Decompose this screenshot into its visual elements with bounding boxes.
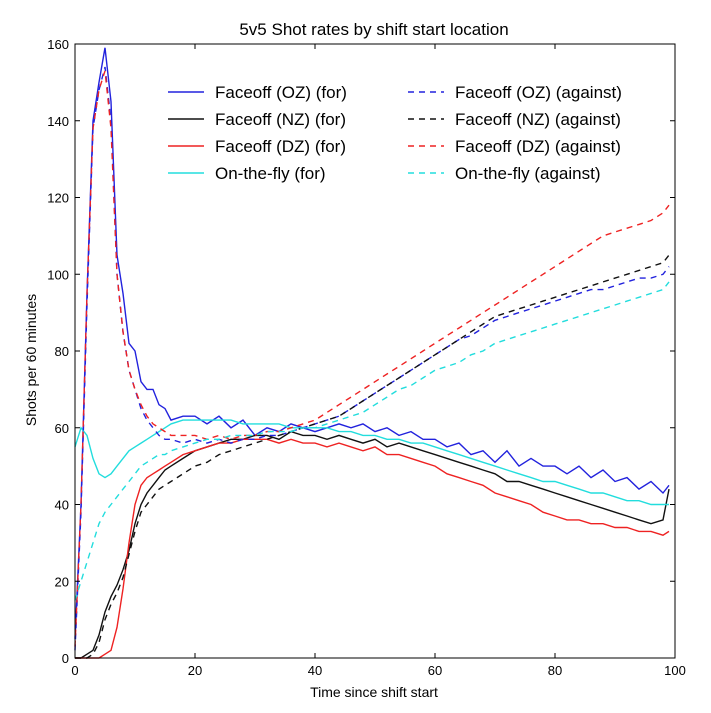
- series-line-1: [75, 430, 670, 659]
- series-line-5: [75, 254, 670, 659]
- x-tick-label: 80: [548, 663, 562, 678]
- x-tick-label: 60: [428, 663, 442, 678]
- y-tick-label: 80: [55, 344, 69, 359]
- y-tick-label: 40: [55, 498, 69, 513]
- plot-area: [74, 47, 670, 659]
- legend-label: On-the-fly (for): [215, 164, 326, 183]
- y-tick-label: 20: [55, 574, 69, 589]
- legend-label: Faceoff (NZ) (against): [455, 110, 621, 129]
- legend-label: Faceoff (DZ) (for): [215, 137, 346, 156]
- x-tick-label: 20: [188, 663, 202, 678]
- x-axis-label: Time since shift start: [310, 684, 438, 700]
- y-tick-label: 60: [55, 421, 69, 436]
- y-axis-label: Shots per 60 minutes: [23, 294, 39, 426]
- legend-label: Faceoff (NZ) (for): [215, 110, 346, 129]
- x-tick-label: 40: [308, 663, 322, 678]
- legend: Faceoff (OZ) (for) Faceoff (NZ) (for) Face…: [168, 83, 622, 183]
- y-tick-label: 0: [62, 651, 69, 666]
- legend-label: Faceoff (OZ) (for): [215, 83, 347, 102]
- legend-label: Faceoff (OZ) (against): [455, 83, 622, 102]
- y-tick-label: 100: [47, 267, 69, 282]
- series-line-7: [74, 281, 670, 601]
- chart-title: 5v5 Shot rates by shift start location: [239, 20, 508, 39]
- series-line-6: [74, 70, 670, 647]
- axes: 0 20 40 60 80 100 0 20 40 60 80 100 120 140 160: [47, 37, 686, 678]
- y-tick-label: 120: [47, 191, 69, 206]
- series-line-3: [74, 419, 669, 506]
- x-tick-label: 0: [71, 663, 78, 678]
- y-tick-label: 140: [47, 114, 69, 129]
- y-tick-label: 160: [47, 37, 69, 52]
- x-tick-label: 100: [664, 663, 686, 678]
- series-line-2: [75, 438, 670, 659]
- legend-label: Faceoff (DZ) (against): [455, 137, 621, 156]
- legend-label: On-the-fly (against): [455, 164, 601, 183]
